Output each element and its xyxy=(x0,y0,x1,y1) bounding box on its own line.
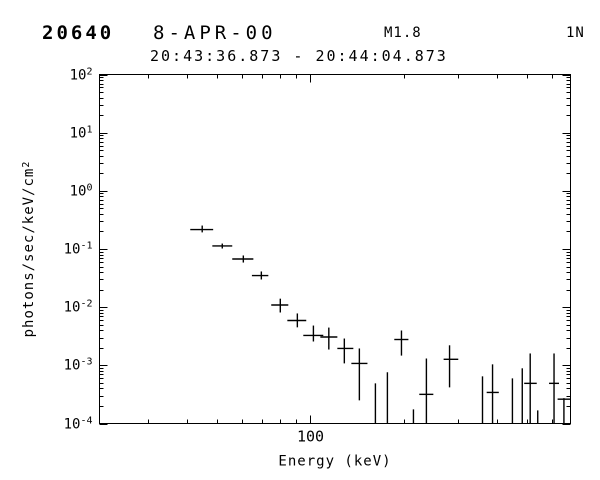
data-point xyxy=(486,364,499,424)
x-tick-label: 100 xyxy=(297,428,324,446)
data-point xyxy=(524,353,537,424)
data-point xyxy=(443,345,459,388)
data-point xyxy=(303,325,324,342)
y-tick-label: 10-2 xyxy=(64,299,93,316)
y-tick-label: 10-3 xyxy=(64,357,93,374)
flare-number: 20640 xyxy=(42,22,115,44)
data-point xyxy=(337,338,354,364)
y-tick-label: 10-1 xyxy=(64,241,93,258)
data-point xyxy=(287,313,307,328)
data-point xyxy=(351,348,368,401)
y-axis-title: photons/sec/keV/cm2 xyxy=(21,161,37,338)
data-point xyxy=(212,243,233,249)
data-point xyxy=(557,398,571,424)
time-interval: 20:43:36.873 - 20:44:04.873 xyxy=(150,47,448,65)
data-point xyxy=(549,353,560,424)
data-point xyxy=(419,358,434,424)
data-point xyxy=(394,330,409,356)
y-tick-label: 102 xyxy=(70,67,93,84)
y-tick-label: 100 xyxy=(70,183,93,200)
data-point xyxy=(232,255,254,263)
flare-date: 8-APR-00 xyxy=(153,22,277,44)
data-point xyxy=(190,225,214,233)
y-tick-label: 10-4 xyxy=(64,416,93,433)
y-tick-label: 101 xyxy=(70,125,93,142)
data-point xyxy=(320,327,338,350)
goes-class: M1.8 xyxy=(384,25,422,41)
x-axis-title: Energy (keV) xyxy=(278,454,391,470)
optical-class: 1N xyxy=(566,25,585,41)
data-point xyxy=(251,271,269,280)
plot-frame xyxy=(98,73,572,425)
data-point xyxy=(271,298,289,313)
